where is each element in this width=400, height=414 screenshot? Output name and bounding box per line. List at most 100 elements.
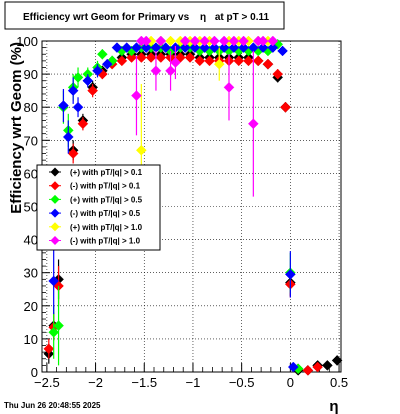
data-point <box>97 48 108 60</box>
y-tick-label: 90 <box>24 67 38 82</box>
data-point <box>194 55 206 67</box>
y-tick-label: 70 <box>24 133 38 148</box>
data-point <box>199 35 211 47</box>
legend-marker <box>50 194 60 204</box>
data-point <box>257 42 269 53</box>
y-tick-label: 60 <box>24 166 38 181</box>
data-point <box>287 361 299 373</box>
data-point <box>131 42 142 53</box>
data-point <box>247 118 259 130</box>
legend-label: (-) with pT/|q| > 0.5 <box>70 209 141 218</box>
y-tick-label: 40 <box>24 233 38 248</box>
legend-marker <box>50 167 60 177</box>
data-point <box>228 42 240 53</box>
data-point <box>135 52 147 63</box>
x-tick-label: 0 <box>287 375 294 390</box>
legend-marker <box>50 222 60 232</box>
legend-label: (-) with pT/|q| > 0.1 <box>70 182 141 191</box>
data-point <box>189 42 201 53</box>
legend-marker <box>50 208 60 218</box>
data-point <box>252 55 264 67</box>
y-axis-label: Efficiency wrt Geom (%) <box>8 42 25 214</box>
data-point <box>199 42 211 53</box>
legend-label: (+) with pT/|q| > 0.1 <box>70 168 143 177</box>
data-point <box>262 58 274 70</box>
data-point <box>267 35 279 47</box>
y-tick-label: 50 <box>24 200 38 215</box>
y-tick-label: 10 <box>24 332 38 347</box>
data-point <box>312 361 323 373</box>
data-point <box>165 35 176 47</box>
data-point <box>58 100 69 111</box>
tick-labels: 0 10 20 30 40 50 60 70 80 90 100 −2.5 −2 −1.5 −1 −0.5 0 0… <box>16 34 348 390</box>
data-point <box>72 72 84 83</box>
data-point <box>285 269 296 280</box>
data-point <box>145 52 157 63</box>
data-point <box>189 35 201 47</box>
series-4 <box>48 42 299 373</box>
data-point <box>238 35 249 47</box>
data-point <box>160 42 172 53</box>
legend-marker <box>50 236 60 245</box>
data-point <box>223 81 235 93</box>
data-point <box>302 364 314 376</box>
legend-label: (+) with pT/|q| > 0.5 <box>70 195 143 204</box>
data-point <box>179 42 191 53</box>
data-point <box>331 355 343 366</box>
y-tick-label: 20 <box>24 299 38 314</box>
data-point <box>204 55 215 67</box>
data-point <box>243 55 254 67</box>
data-point <box>87 85 98 97</box>
data-point <box>213 58 225 70</box>
data-point <box>131 90 142 101</box>
data-point <box>233 55 245 67</box>
data-point <box>72 101 84 113</box>
data-point <box>92 65 103 77</box>
series-6 <box>131 35 279 197</box>
data-point <box>67 85 79 97</box>
data-point <box>43 343 55 355</box>
x-tick-label: 0.5 <box>330 375 348 390</box>
data-point <box>116 55 128 67</box>
data-point <box>126 52 137 63</box>
data-point <box>67 148 79 159</box>
timestamp: Thu Jun 26 20:48:55 2025 <box>4 401 101 410</box>
data-point <box>155 35 167 47</box>
legend-box <box>36 164 161 251</box>
chart-title-suffix: at pT > 0.11 <box>215 12 270 23</box>
y-tick-label: 80 <box>24 100 38 115</box>
legend-label: (-) with pT/|q| > 1.0 <box>70 237 141 246</box>
data-point <box>322 360 333 371</box>
x-tick-label: −2.5 <box>34 375 60 390</box>
legend-label: (+) with pT/|q| > 1.0 <box>70 223 143 232</box>
data-point <box>48 275 60 287</box>
y-tick-label: 30 <box>24 266 38 281</box>
x-tick-label: −0.5 <box>229 375 255 390</box>
legend: (+) with pT/|q| > 0.1 (-) with pT/|q| > 0… <box>36 164 161 251</box>
y-tick-label: 0 <box>31 365 38 380</box>
x-tick-label: −1.5 <box>131 375 157 390</box>
data-point <box>140 35 152 47</box>
data-marks <box>43 35 343 376</box>
data-point <box>111 42 123 53</box>
data-point <box>267 42 279 53</box>
data-point <box>228 35 240 47</box>
data-point <box>140 42 152 53</box>
data-point <box>218 35 230 47</box>
data-point <box>184 52 196 63</box>
legend-marker <box>50 181 60 191</box>
title-box <box>4 1 285 30</box>
x-tick-label: −1 <box>186 375 201 390</box>
data-point <box>121 42 133 53</box>
data-point <box>272 68 284 80</box>
data-point <box>62 131 74 143</box>
data-point <box>77 118 89 130</box>
data-point <box>101 58 113 70</box>
data-point <box>179 35 191 47</box>
data-point <box>150 65 162 77</box>
data-point <box>170 57 181 68</box>
data-point <box>209 35 220 47</box>
data-point <box>48 326 60 338</box>
data-point <box>135 144 147 156</box>
